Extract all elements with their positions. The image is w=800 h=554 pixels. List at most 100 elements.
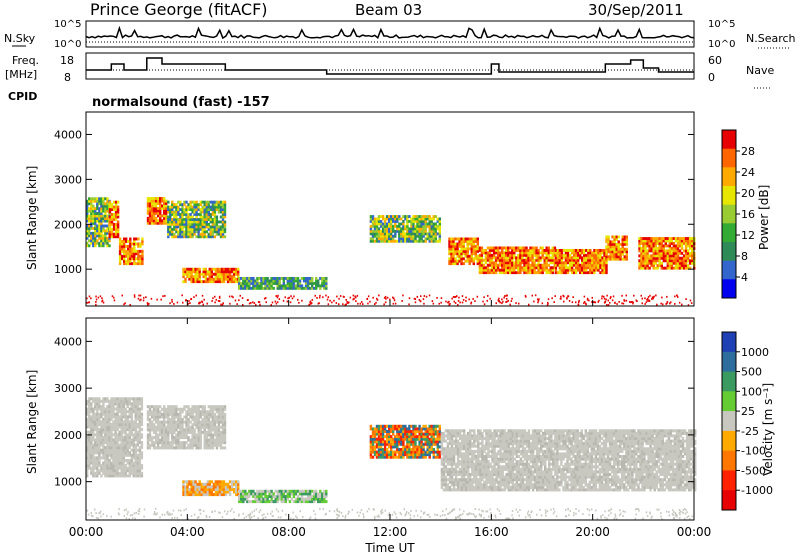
heatmap-cell [163,446,166,450]
heatmap-cell [505,258,508,262]
heatmap-cell [116,474,119,478]
heatmap-cell [195,203,198,207]
heatmap-cell [108,474,111,478]
heatmap-cell [90,397,93,401]
heatmap-cell [678,301,681,304]
heatmap-cell [484,271,488,275]
heatmap-cell [248,286,251,290]
heatmap-cell [175,222,178,226]
heatmap-cell [212,280,216,284]
heatmap-cell [204,280,207,284]
heatmap-cell [398,232,401,236]
heatmap-cell [210,275,213,279]
heatmap-cell [104,469,107,473]
heatmap-cell [106,459,109,462]
heatmap-cell [167,222,170,226]
heatmap-cell [92,236,95,240]
heatmap-cell [652,244,655,248]
heatmap-cell [599,256,602,260]
heatmap-cell [525,256,528,260]
heatmap-cell [470,237,473,241]
heatmap-cell [159,204,162,208]
heatmap-cell [108,417,111,421]
heatmap-cell [193,210,196,214]
heatmap-cell [190,267,193,271]
heatmap-cell [436,224,439,228]
heatmap-cell [228,480,232,484]
heatmap-cell [647,300,649,302]
heatmap-cell [551,258,554,262]
heatmap-cell [218,488,222,491]
heatmap-cell [188,270,191,274]
heatmap-cell [595,249,598,252]
heatmap-cell [547,298,550,301]
heatmap-cell [122,471,125,475]
heatmap-cell [138,451,142,455]
heatmap-cell [230,280,234,284]
heatmap-cell [373,234,377,238]
heatmap-cell [88,459,91,462]
heatmap-cell [581,263,584,267]
heatmap-cell [94,227,97,230]
heatmap-cell [96,197,99,201]
heatmap-cell [304,492,308,496]
heatmap-cell [315,286,318,290]
heatmap-cell [572,251,576,255]
heatmap-cell [438,227,441,231]
heatmap-cell [214,275,218,279]
heatmap-cell [480,261,484,265]
heatmap-cell [114,461,117,465]
heatmap-cell [207,446,210,450]
heatmap-cell [106,415,109,419]
heatmap-cell [558,256,562,260]
heatmap-cell [282,299,285,302]
heatmap-cell [670,256,674,260]
heatmap-cell [112,471,115,475]
heatmap-cell [252,489,255,493]
heatmap-cell [159,405,162,409]
heatmap-cell [373,217,377,221]
heatmap-cell [112,443,115,447]
heatmap-cell [199,415,202,419]
heatmap-cell [86,438,89,442]
heatmap-cell [211,441,215,445]
heatmap-cell [128,464,131,468]
heatmap-cell [205,423,208,427]
heatmap-cell [460,257,463,261]
heatmap-cell [375,227,379,231]
heatmap-cell [102,224,105,228]
heatmap-cell [274,497,277,501]
heatmap-cell [676,294,678,297]
heatmap-cell [120,410,123,414]
heatmap-cell [506,300,508,303]
heatmap-cell [640,242,643,245]
heatmap-cell [400,232,403,236]
freq-tick-top-left: 18 [60,54,74,67]
heatmap-cell [636,300,638,302]
heatmap-cell [114,232,118,236]
heatmap-cell [217,428,221,432]
heatmap-cell [199,235,202,239]
heatmap-cell [134,415,137,419]
heatmap-cell [664,239,667,243]
heatmap-cell [92,456,95,460]
heatmap-cell [560,268,564,272]
heatmap-cell [130,415,133,419]
heatmap-cell [513,246,516,250]
heatmap-cell [652,237,655,240]
heatmap-cell [129,242,132,246]
heatmap-cell [311,282,314,285]
heatmap-cell [110,227,114,231]
heatmap-cell [169,213,172,216]
heatmap-cell [585,263,588,267]
heatmap-cell [609,301,611,304]
heatmap-cell [543,261,546,265]
heatmap-cell [201,215,204,219]
heatmap-cell [379,424,383,428]
heatmap-cell [133,247,136,251]
heatmap-cell [260,495,263,498]
heatmap-cell [102,430,105,434]
heatmap-cell [118,254,122,258]
heatmap-cell [385,435,389,439]
heatmap-cell [175,227,178,231]
